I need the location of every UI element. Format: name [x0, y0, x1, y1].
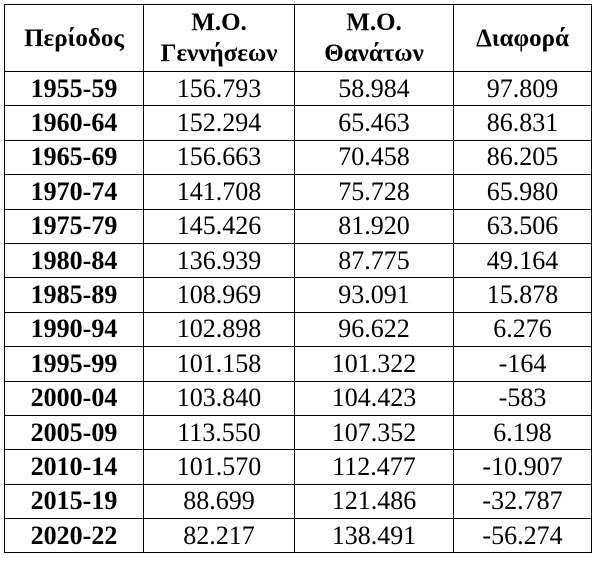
deaths-cell: 81.920: [294, 208, 454, 244]
period-cell: 1955-59: [4, 70, 144, 107]
header-difference: Διαφορά: [453, 4, 592, 72]
births-cell: 156.663: [143, 139, 295, 176]
period-cell: 2000-04: [4, 380, 144, 416]
deaths-cell: 70.458: [294, 139, 454, 176]
difference-cell: 6.198: [453, 414, 592, 451]
deaths-cell: 101.322: [294, 346, 454, 382]
difference-cell: 6.276: [453, 311, 592, 348]
table-row: 1960-64 152.294 65.463 86.831: [4, 105, 592, 141]
table-row: 1995-99 101.158 101.322 -164: [4, 346, 592, 382]
births-cell: 82.217: [143, 518, 295, 554]
header-deaths-line1: Μ.Ο.: [346, 9, 402, 36]
deaths-cell: 138.491: [294, 518, 454, 554]
births-cell: 102.898: [143, 311, 295, 348]
difference-cell: -583: [453, 380, 592, 416]
deaths-cell: 87.775: [294, 242, 454, 279]
table-row: 1975-79 145.426 81.920 63.506: [4, 208, 592, 244]
births-cell: 141.708: [143, 174, 295, 210]
difference-cell: -164: [453, 346, 592, 382]
deaths-cell: 93.091: [294, 277, 454, 313]
deaths-cell: 75.728: [294, 174, 454, 210]
period-cell: 1965-69: [4, 139, 144, 176]
period-cell: 2005-09: [4, 414, 144, 451]
difference-cell: 86.205: [453, 139, 592, 176]
table-row: 2000-04 103.840 104.423 -583: [4, 380, 592, 416]
header-period: Περίοδος: [4, 4, 144, 72]
period-cell: 1980-84: [4, 242, 144, 279]
deaths-cell: 104.423: [294, 380, 454, 416]
births-cell: 113.550: [143, 414, 295, 451]
header-births-line1: Μ.Ο.: [191, 9, 247, 36]
births-cell: 152.294: [143, 105, 295, 141]
deaths-cell: 58.984: [294, 70, 454, 107]
deaths-cell: 96.622: [294, 311, 454, 348]
births-deaths-table: Περίοδος Μ.Ο. Γεννήσεων Μ.Ο. Θανάτων Δια…: [4, 4, 592, 554]
deaths-cell: 107.352: [294, 414, 454, 451]
difference-cell: 49.164: [453, 242, 592, 279]
deaths-cell: 121.486: [294, 483, 454, 520]
table-row: 1970-74 141.708 75.728 65.980: [4, 174, 592, 210]
difference-cell: 63.506: [453, 208, 592, 244]
births-cell: 88.699: [143, 483, 295, 520]
births-cell: 101.158: [143, 346, 295, 382]
period-cell: 1970-74: [4, 174, 144, 210]
period-cell: 1960-64: [4, 105, 144, 141]
births-cell: 156.793: [143, 70, 295, 107]
difference-cell: 15.878: [453, 277, 592, 313]
header-births-line2: Γεννήσεων: [160, 40, 278, 67]
births-cell: 108.969: [143, 277, 295, 313]
table-row: 2015-19 88.699 121.486 -32.787: [4, 483, 592, 520]
period-cell: 1985-89: [4, 277, 144, 313]
period-cell: 2020-22: [4, 518, 144, 554]
deaths-cell: 65.463: [294, 105, 454, 141]
period-cell: 1975-79: [4, 208, 144, 244]
period-cell: 1995-99: [4, 346, 144, 382]
header-row: Περίοδος Μ.Ο. Γεννήσεων Μ.Ο. Θανάτων Δια…: [4, 4, 592, 72]
births-cell: 103.840: [143, 380, 295, 416]
table-row: 1965-69 156.663 70.458 86.205: [4, 139, 592, 176]
period-cell: 2015-19: [4, 483, 144, 520]
header-period-label: Περίοδος: [24, 24, 124, 52]
header-deaths: Μ.Ο. Θανάτων: [294, 4, 454, 72]
deaths-cell: 112.477: [294, 449, 454, 485]
table-row: 2010-14 101.570 112.477 -10.907: [4, 449, 592, 485]
header-difference-label: Διαφορά: [476, 24, 569, 52]
difference-cell: -10.907: [453, 449, 592, 485]
header-deaths-line2: Θανάτων: [324, 40, 424, 67]
table-row: 1955-59 156.793 58.984 97.809: [4, 70, 592, 107]
table-row: 1980-84 136.939 87.775 49.164: [4, 242, 592, 279]
table-row: 1985-89 108.969 93.091 15.878: [4, 277, 592, 313]
births-cell: 136.939: [143, 242, 295, 279]
table-row: 1990-94 102.898 96.622 6.276: [4, 311, 592, 348]
difference-cell: 97.809: [453, 70, 592, 107]
difference-cell: 86.831: [453, 105, 592, 141]
header-births: Μ.Ο. Γεννήσεων: [143, 4, 295, 72]
births-cell: 101.570: [143, 449, 295, 485]
births-cell: 145.426: [143, 208, 295, 244]
table-row: 2020-22 82.217 138.491 -56.274: [4, 518, 592, 554]
period-cell: 2010-14: [4, 449, 144, 485]
period-cell: 1990-94: [4, 311, 144, 348]
table-row: 2005-09 113.550 107.352 6.198: [4, 414, 592, 451]
difference-cell: 65.980: [453, 174, 592, 210]
difference-cell: -32.787: [453, 483, 592, 520]
difference-cell: -56.274: [453, 518, 592, 554]
